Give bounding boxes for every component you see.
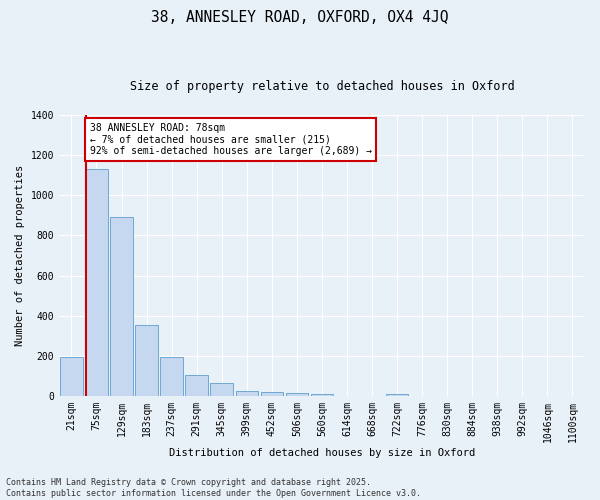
- Bar: [160, 357, 183, 396]
- Bar: [136, 324, 158, 396]
- Y-axis label: Number of detached properties: Number of detached properties: [15, 165, 25, 346]
- Bar: [60, 357, 83, 396]
- Text: Contains HM Land Registry data © Crown copyright and database right 2025.
Contai: Contains HM Land Registry data © Crown c…: [6, 478, 421, 498]
- Bar: [185, 375, 208, 396]
- X-axis label: Distribution of detached houses by size in Oxford: Distribution of detached houses by size …: [169, 448, 475, 458]
- Bar: [386, 394, 409, 396]
- Bar: [260, 392, 283, 396]
- Bar: [311, 394, 333, 396]
- Title: Size of property relative to detached houses in Oxford: Size of property relative to detached ho…: [130, 80, 514, 93]
- Bar: [85, 169, 108, 396]
- Bar: [236, 390, 258, 396]
- Bar: [211, 384, 233, 396]
- Text: 38 ANNESLEY ROAD: 78sqm
← 7% of detached houses are smaller (215)
92% of semi-de: 38 ANNESLEY ROAD: 78sqm ← 7% of detached…: [89, 123, 371, 156]
- Text: 38, ANNESLEY ROAD, OXFORD, OX4 4JQ: 38, ANNESLEY ROAD, OXFORD, OX4 4JQ: [151, 10, 449, 25]
- Bar: [110, 218, 133, 396]
- Bar: [286, 393, 308, 396]
